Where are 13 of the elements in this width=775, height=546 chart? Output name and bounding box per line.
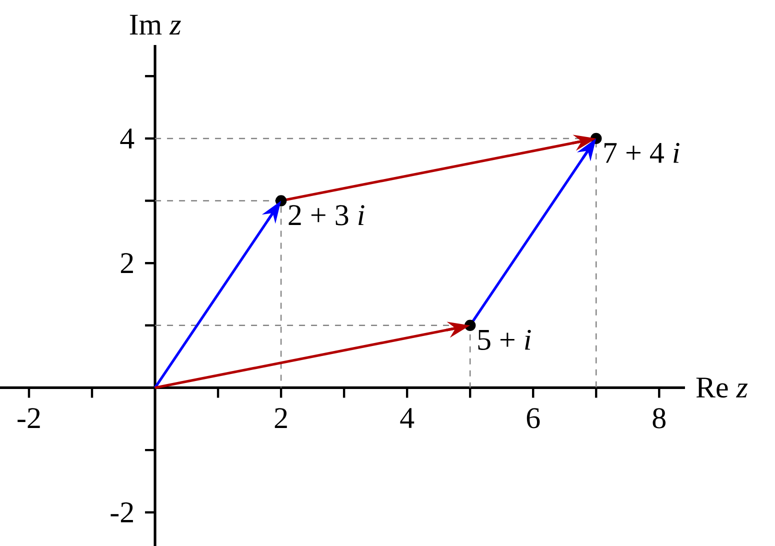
annotation: 5 + i bbox=[478, 330, 531, 350]
y-tick-label: -2 bbox=[110, 502, 133, 522]
x-tick-label: 4 bbox=[400, 408, 414, 428]
y-tick-label: 4 bbox=[120, 128, 134, 148]
x-axis-title: Re z bbox=[696, 378, 748, 398]
annotation: 2 + 3 i bbox=[288, 205, 364, 226]
x-tick-label: 8 bbox=[652, 408, 666, 428]
y-axis-title: Im z bbox=[130, 14, 181, 35]
y-tick-label: 2 bbox=[120, 253, 133, 274]
x-tick-label: 6 bbox=[526, 408, 540, 428]
x-tick-label: 2 bbox=[274, 408, 287, 428]
annotation: 7 + 4 i bbox=[604, 142, 680, 163]
x-tick-label: -2 bbox=[18, 408, 40, 428]
